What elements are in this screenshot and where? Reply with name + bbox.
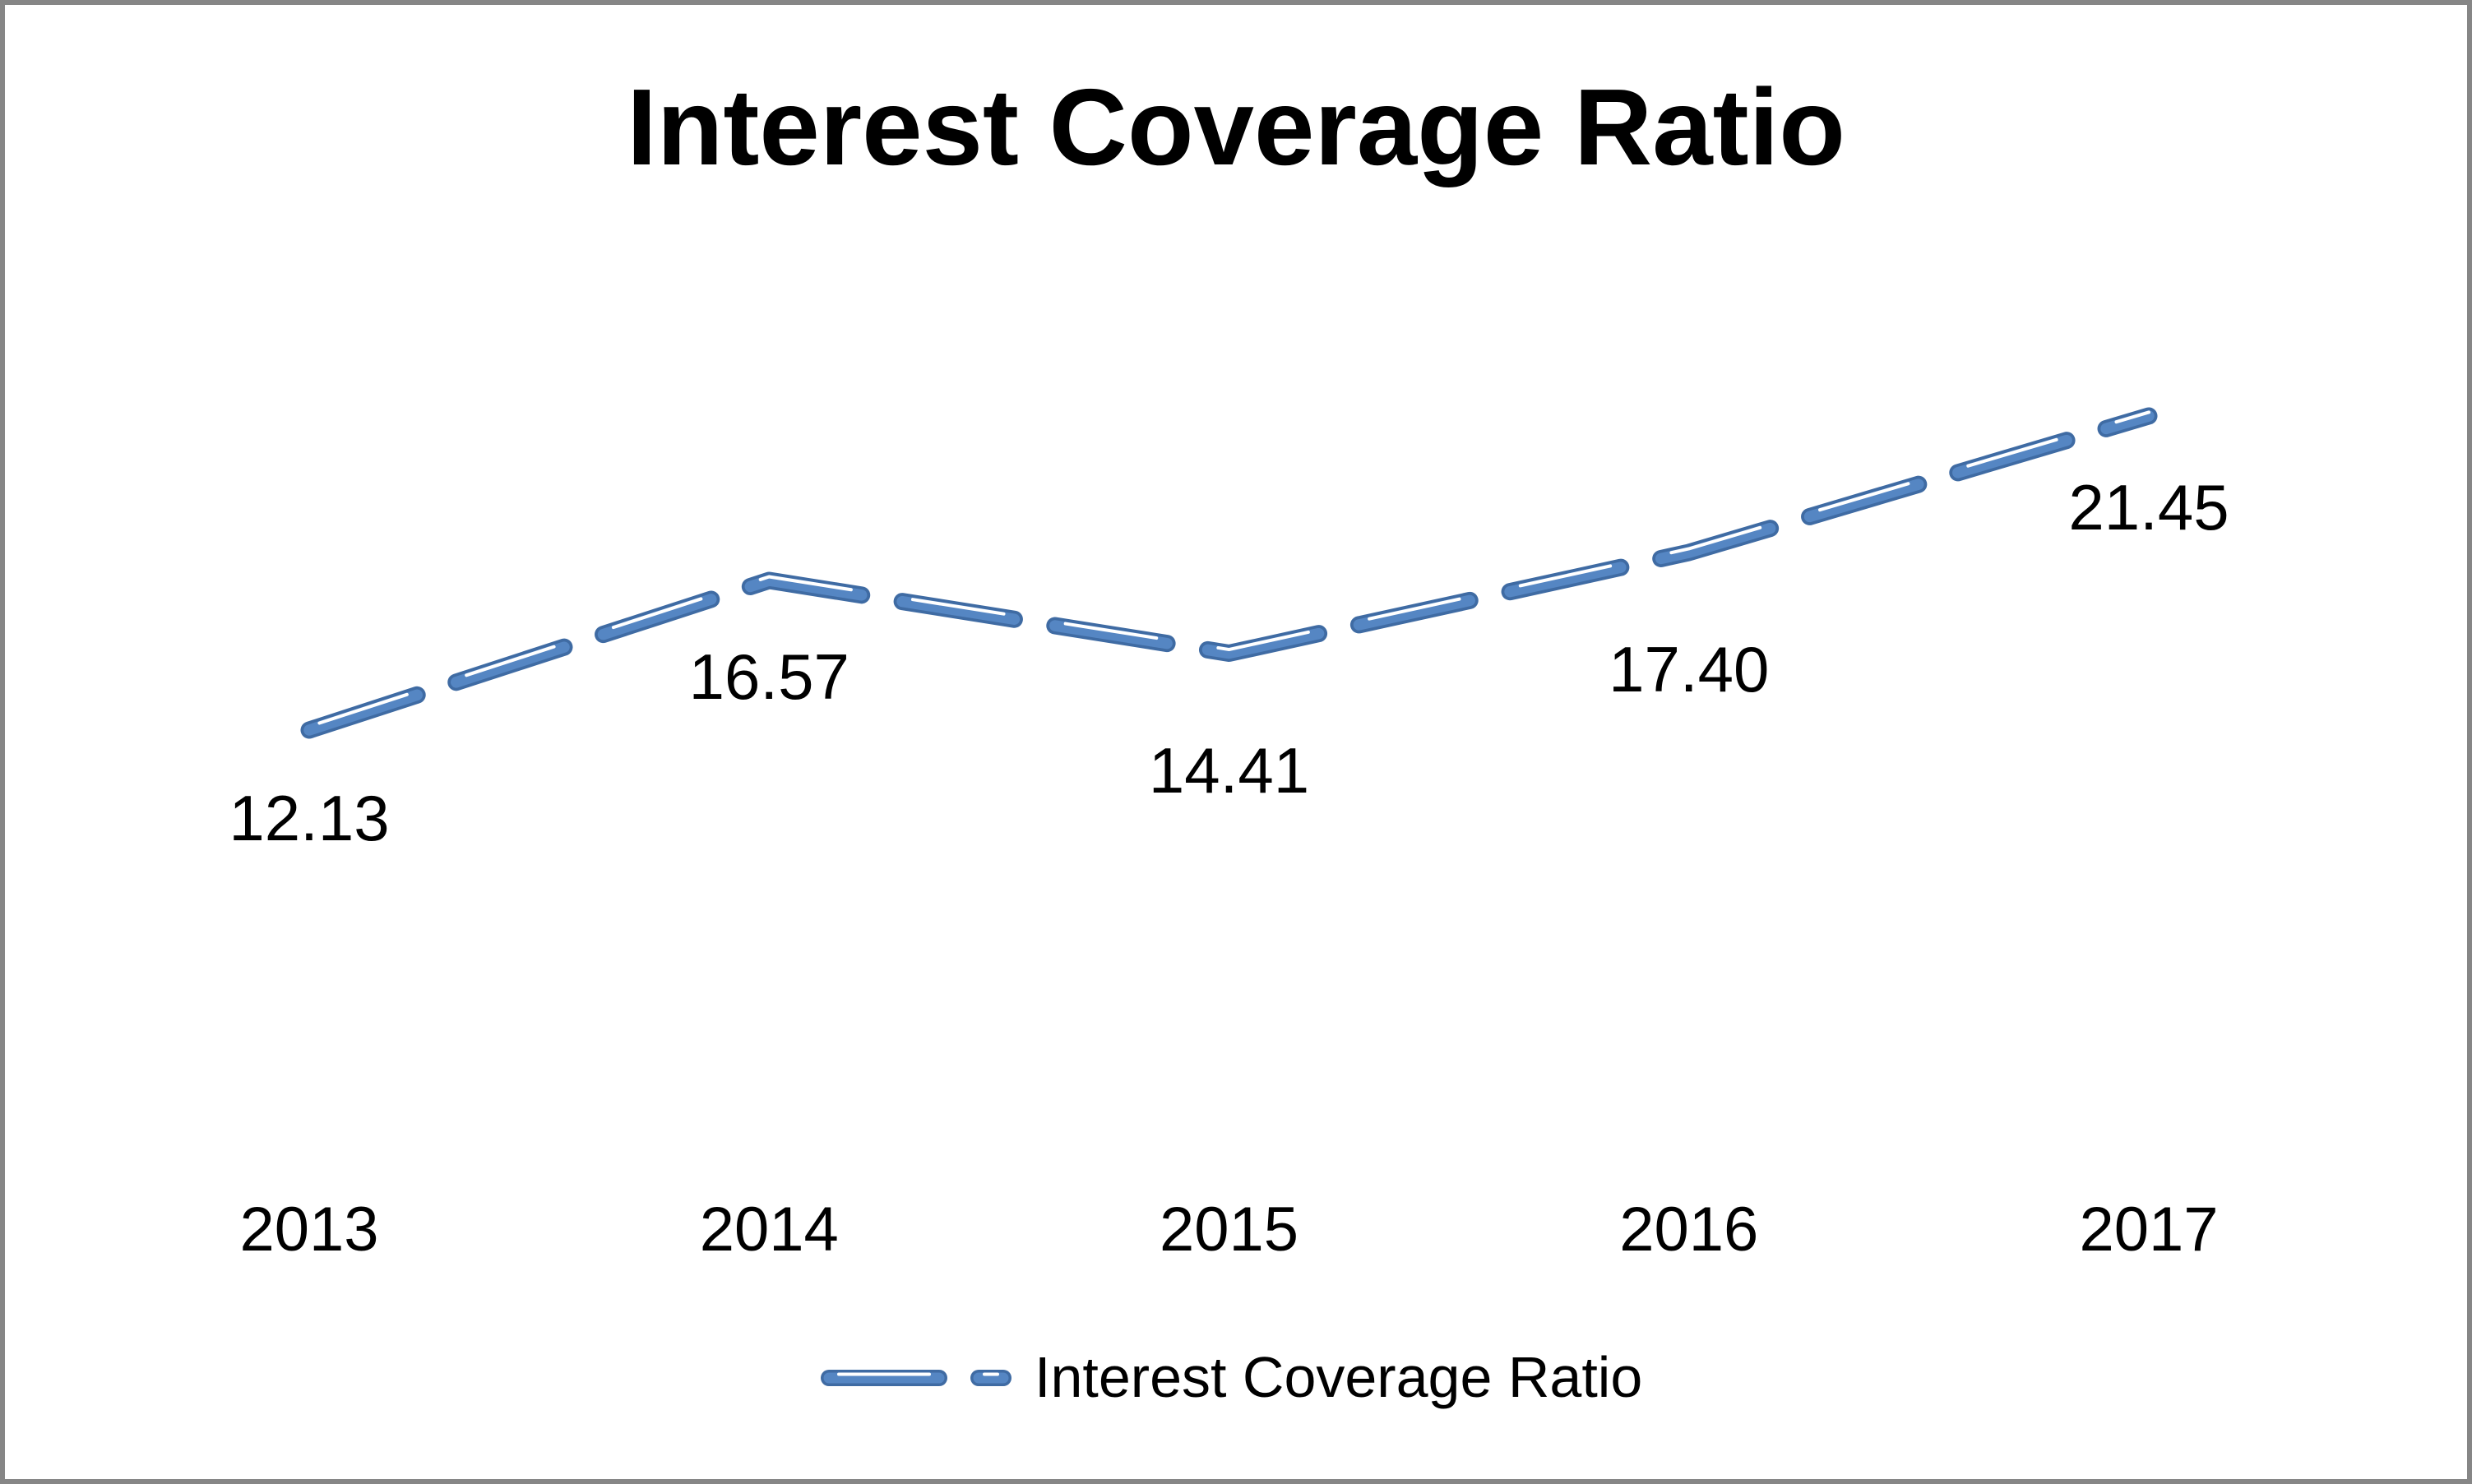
chart-title: Interest Coverage Ratio <box>627 67 1845 187</box>
data-label-2017: 21.45 <box>2068 470 2229 543</box>
data-label-2016: 17.40 <box>1609 632 1770 705</box>
x-axis-label-2014: 2014 <box>699 1195 839 1264</box>
legend: Interest Coverage Ratio <box>819 1348 1642 1406</box>
data-label-2013: 12.13 <box>229 782 390 854</box>
x-axis-label-2017: 2017 <box>2079 1195 2219 1264</box>
x-axis-label-2013: 2013 <box>239 1195 379 1264</box>
x-axis-label-2015: 2015 <box>1159 1195 1299 1264</box>
legend-label: Interest Coverage Ratio <box>1035 1345 1643 1409</box>
legend-dash-icon <box>821 1370 1011 1386</box>
x-axis-label-2016: 2016 <box>1619 1195 1759 1264</box>
data-label-2015: 14.41 <box>1148 733 1310 807</box>
data-label-2014: 16.57 <box>688 640 849 713</box>
line-series-plot <box>300 407 2158 739</box>
